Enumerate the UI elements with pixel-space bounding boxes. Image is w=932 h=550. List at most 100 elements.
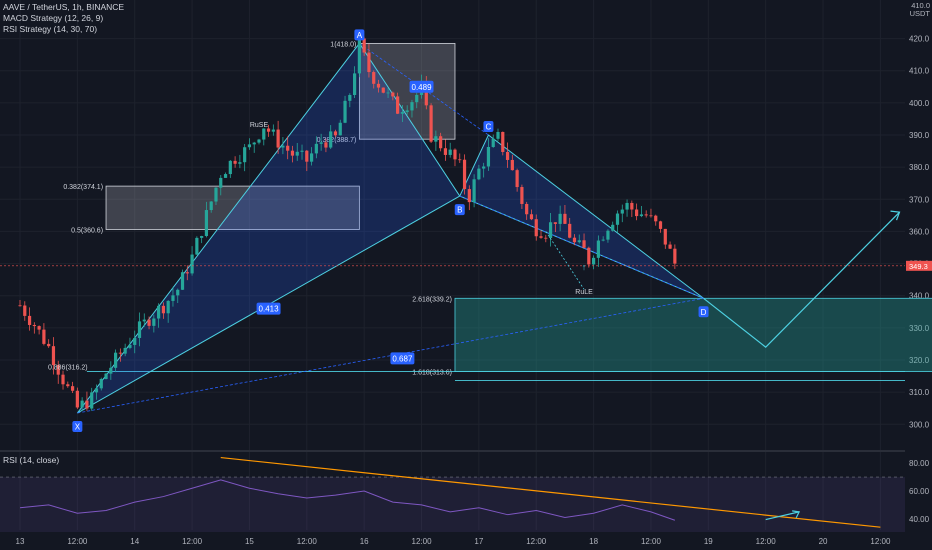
candle-body — [266, 128, 271, 132]
candle-body — [333, 131, 338, 136]
candle-body — [51, 346, 56, 366]
candle-body — [281, 145, 285, 148]
x-tick-label: 12:00 — [756, 537, 777, 546]
y-tick-label: 360.0 — [909, 227, 930, 236]
candle-body — [309, 153, 314, 162]
candle-body — [391, 92, 395, 97]
candle-body — [505, 151, 510, 160]
pattern-point-label: D — [701, 308, 707, 317]
last-price-value: 349.3 — [909, 262, 928, 271]
candle-body — [128, 344, 132, 348]
x-tick-label: 15 — [245, 537, 254, 546]
x-tick-label: 20 — [819, 537, 828, 546]
ratio-label: 0.413 — [259, 305, 280, 314]
candle-body — [348, 94, 352, 101]
x-tick-label: 18 — [589, 537, 598, 546]
candle-body — [611, 224, 615, 231]
candle-body — [262, 128, 266, 140]
harmonic-ac-line — [359, 43, 489, 136]
rsi-band — [0, 477, 905, 533]
fib-zone-bottom-label: 1.618(313.6) — [412, 370, 452, 377]
candle-body — [190, 254, 194, 274]
fib-zone-2 — [358, 42, 456, 140]
ratio-badge — [390, 352, 415, 365]
candle-body — [214, 187, 218, 202]
candle-body — [405, 110, 409, 113]
candle-body — [482, 166, 486, 169]
candle-body — [104, 373, 108, 379]
x-tick-label: 12:00 — [526, 537, 547, 546]
candle-body — [491, 138, 495, 147]
candle-body — [118, 352, 122, 354]
candle-body — [558, 213, 562, 224]
candle-body — [238, 162, 242, 164]
x-tick-label: 12:00 — [297, 537, 318, 546]
pattern-point-label: C — [486, 123, 492, 132]
candle-body — [467, 189, 471, 203]
candle-body — [56, 365, 60, 375]
candle-body — [357, 38, 361, 74]
candle-body — [137, 321, 142, 338]
x-tick-label: 17 — [474, 537, 483, 546]
candle-body — [448, 149, 452, 155]
candle-body — [252, 142, 256, 145]
legend-macd: MACD Strategy (12, 26, 9) — [3, 13, 104, 23]
candle-body — [415, 94, 419, 103]
candle-body — [80, 400, 84, 408]
legend-rsi-strategy: RSI Strategy (14, 30, 70) — [3, 24, 98, 34]
x-tick-label: 12:00 — [182, 537, 203, 546]
candle-body — [458, 159, 462, 161]
rsi-line — [19, 479, 676, 521]
candle-body — [70, 386, 75, 391]
candle-body — [23, 305, 27, 316]
candle-body — [209, 201, 213, 211]
ratio-label: 0.489 — [412, 83, 433, 92]
candle-body — [362, 38, 366, 53]
candle-body — [204, 210, 209, 237]
candle-body — [372, 72, 376, 84]
candle-body — [668, 244, 672, 249]
candle-body — [353, 73, 357, 95]
fib-zone-top-label: 1(418.0) — [330, 41, 356, 48]
candle-body — [324, 142, 328, 148]
candle-body — [501, 131, 505, 152]
candle-body — [314, 143, 318, 154]
candle-body — [582, 240, 586, 248]
candle-body — [123, 347, 127, 354]
rule-dashed-line — [545, 231, 585, 290]
candle-body — [276, 129, 280, 148]
candle-body — [625, 202, 629, 210]
x-tick-label: 13 — [16, 537, 25, 546]
candle-body — [544, 237, 548, 239]
x-tick-label: 12:00 — [870, 537, 891, 546]
candle-body — [223, 174, 228, 178]
rsi-arrow-head — [792, 510, 801, 519]
pattern-point-label: B — [457, 206, 462, 215]
candle-body — [286, 145, 290, 151]
level-label: RuLE — [575, 289, 593, 296]
candle-body — [615, 213, 620, 225]
candle-body — [568, 223, 572, 238]
candle-body — [400, 112, 404, 114]
candle-body — [90, 392, 94, 409]
rsi-arrow — [765, 511, 800, 521]
candle-body — [338, 122, 342, 136]
x-tick-label: 12:00 — [67, 537, 88, 546]
y-tick-label: 380.0 — [909, 163, 930, 172]
candle-body — [152, 318, 156, 326]
pattern-point-badge — [354, 29, 365, 41]
candle-body — [496, 131, 500, 139]
x-tick-label: 12:00 — [412, 537, 433, 546]
x-tick-label: 16 — [360, 537, 369, 546]
pattern-point-label: A — [357, 31, 363, 40]
candle-body — [185, 272, 189, 274]
rsi-tick-label: 80.00 — [909, 459, 930, 468]
candle-body — [510, 159, 514, 171]
projection-path — [703, 211, 900, 348]
candle-body — [319, 142, 323, 144]
price-unit-currency: USDT — [909, 9, 930, 18]
candle-body — [649, 215, 653, 217]
candle-body — [243, 147, 247, 163]
